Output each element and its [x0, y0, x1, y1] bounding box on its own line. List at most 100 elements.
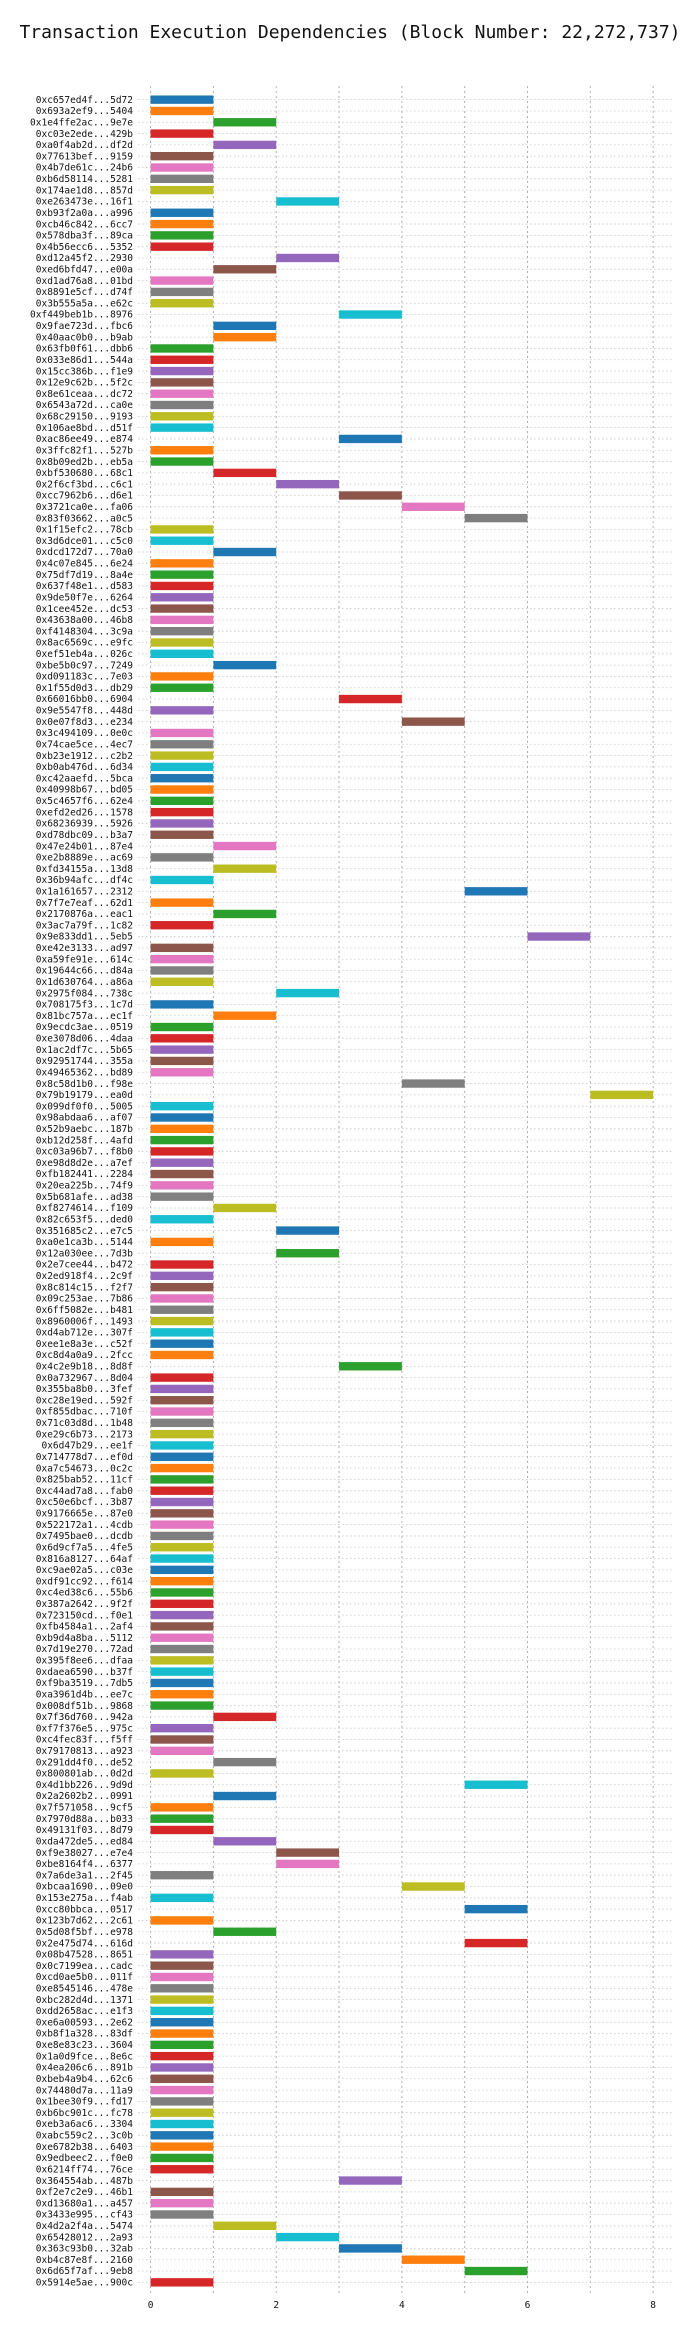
- y-tick-label: 0xb6bc901c...fc78: [36, 2108, 134, 2119]
- dependency-bar: [150, 1961, 214, 1970]
- dependency-bar: [150, 1169, 214, 1179]
- y-tick-label: 0xa0f4ab2d...df2d: [36, 140, 133, 151]
- dependency-bar: [150, 1158, 214, 1167]
- dependency-bar: [464, 1938, 528, 1948]
- dependency-bar: [150, 2085, 214, 2095]
- dependency-bar: [150, 1215, 214, 1224]
- y-tick-label: 0x74cae5ce...4ec7: [36, 739, 133, 750]
- dependency-bar: [150, 785, 214, 794]
- y-tick-label: 0xc03e2ede...429b: [36, 129, 134, 140]
- dependency-bar: [213, 864, 277, 873]
- y-tick-label: 0x4c07e845...6e24: [36, 559, 134, 570]
- dependency-bar: [150, 627, 214, 636]
- y-tick-label: 0xbe8164f4...6377: [36, 1859, 133, 1870]
- y-tick-label: 0xcb46c842...6cc7: [36, 219, 133, 230]
- y-tick-label: 0x09c253ae...7b86: [36, 1294, 134, 1305]
- dependency-bar: [150, 1441, 214, 1450]
- y-tick-label: 0xdf91cc92...f614: [36, 1576, 134, 1587]
- y-tick-label: 0xe8e83c23...3604: [36, 2040, 134, 2051]
- dependency-bar: [150, 1995, 214, 2004]
- dependency-bar: [401, 1882, 465, 1891]
- dependency-bar: [401, 2255, 465, 2264]
- dependency-bar: [150, 1305, 214, 1314]
- y-tick-label: 0xfb182441...2284: [36, 1169, 134, 1180]
- y-tick-label: 0xbc282d4d...1371: [36, 1995, 134, 2006]
- dependency-bar: [150, 2119, 214, 2129]
- y-tick-label: 0x8c814c15...f2f7: [36, 1282, 133, 1293]
- y-tick-label: 0x52b9aebc...187b: [36, 1124, 134, 1135]
- dependency-bar: [150, 276, 214, 285]
- dependency-bar: [150, 1339, 214, 1348]
- dependency-bar: [339, 434, 402, 444]
- dependency-bar: [150, 1735, 214, 1744]
- dependency-bar: [150, 1463, 214, 1473]
- dependency-bar: [150, 1045, 214, 1054]
- dependency-bar: [150, 2006, 214, 2016]
- y-tick-label: 0x714778d7...ef0d: [36, 1452, 133, 1463]
- y-tick-label: 0xcc7962b6...d6e1: [36, 491, 134, 502]
- y-tick-label: 0x82c653f5...ded0: [36, 1214, 134, 1225]
- dependency-bar: [150, 1384, 214, 1394]
- dependency-bar: [276, 1226, 340, 1235]
- y-tick-label: 0xf449beb1b...8976: [30, 310, 133, 321]
- y-tick-label: 0xac86ee49...e874: [36, 434, 134, 445]
- dependency-bar: [276, 1848, 340, 1857]
- dependency-bar: [150, 1000, 214, 1009]
- dependency-bar: [276, 479, 340, 489]
- y-tick-label: 0x68236939...5926: [36, 819, 134, 830]
- dependency-bar: [150, 559, 214, 568]
- y-tick-label: 0xfb4584a1...2af4: [36, 1622, 134, 1633]
- y-tick-label: 0xabc559c2...3c0b: [36, 2131, 134, 2142]
- y-tick-label: 0xcd0ae5b0...011f: [36, 1972, 133, 1983]
- y-tick-label: 0x3d6dce01...c5c0: [36, 536, 134, 547]
- y-tick-label: 0x9e5547f8...448d: [36, 706, 133, 717]
- y-tick-label: 0x43638a00...46b8: [36, 615, 134, 626]
- dependency-bar: [150, 1950, 214, 1959]
- dependency-bar: [150, 1893, 214, 1903]
- y-tick-label: 0xee1e8a3e...c52f: [36, 1339, 133, 1350]
- dependency-bar: [401, 502, 465, 511]
- dependency-bar: [150, 1520, 214, 1529]
- dependency-bar: [150, 163, 214, 172]
- chart-title: Transaction Execution Dependencies (Bloc…: [19, 22, 681, 43]
- dependency-bar: [150, 1633, 214, 1642]
- y-tick-label: 0x106ae8bd...d51f: [36, 423, 133, 434]
- dependency-bar: [150, 1916, 214, 1925]
- y-tick-label: 0x75df7d19...8a4e: [36, 570, 134, 581]
- dependency-bar: [150, 1475, 214, 1484]
- y-tick-label: 0x800801ab...0d2d: [36, 1769, 133, 1780]
- y-tick-label: 0xa3961d4b...ee7c: [36, 1689, 133, 1700]
- y-tick-label: 0x1bee30f9...fd17: [36, 2097, 133, 2108]
- y-tick-label: 0x8b09ed2b...eb5a: [36, 457, 133, 468]
- dependency-bar: [150, 1260, 214, 1269]
- dependency-bar: [150, 2108, 214, 2117]
- y-tick-label: 0xb6d58114...5281: [36, 174, 134, 185]
- dependency-bar: [150, 1407, 214, 1416]
- dependency-bar: [150, 1497, 214, 1507]
- y-tick-label: 0xe6782b38...6403: [36, 2142, 133, 2153]
- y-tick-label: 0x0a732967...8d04: [36, 1373, 134, 1384]
- dependency-bar: [150, 2029, 214, 2038]
- y-tick-label: 0x12a030ee...7d3b: [36, 1248, 134, 1259]
- dependency-bar: [150, 287, 214, 297]
- y-tick-label: 0x2f6cf3bd...c6c1: [36, 479, 134, 490]
- y-tick-label: 0x355ba8b0...3fef: [36, 1384, 133, 1395]
- y-tick-label: 0x9ecdc3ae...0519: [36, 1022, 134, 1033]
- y-tick-label: 0x8e61ceaa...dc72: [36, 389, 133, 400]
- y-tick-label: 0xf9ba3519...7db5: [36, 1678, 133, 1689]
- dependency-bar: [150, 525, 214, 534]
- y-tick-label: 0x1ac2df7c...5b65: [36, 1045, 133, 1056]
- y-tick-label: 0xb0ab476d...6d34: [36, 762, 134, 773]
- y-tick-label: 0x291dd4f0...de52: [36, 1757, 133, 1768]
- dependency-bar: [276, 197, 340, 206]
- dependency-bar: [213, 909, 277, 919]
- y-tick-label: 0xc4fec83f...f5ff: [36, 1735, 133, 1746]
- y-tick-label: 0xdaea6590...b37f: [36, 1667, 133, 1678]
- dependency-bar: [464, 1780, 528, 1789]
- dependency-bar: [150, 921, 214, 930]
- dependency-bar: [150, 2018, 214, 2027]
- y-tick-label: 0x98abdaa6...af07: [36, 1113, 133, 1124]
- y-tick-label: 0x4d1bb226...9d9d: [36, 1780, 133, 1791]
- y-tick-label: 0x77613bef...9159: [36, 151, 134, 162]
- dependency-bar: [150, 751, 214, 760]
